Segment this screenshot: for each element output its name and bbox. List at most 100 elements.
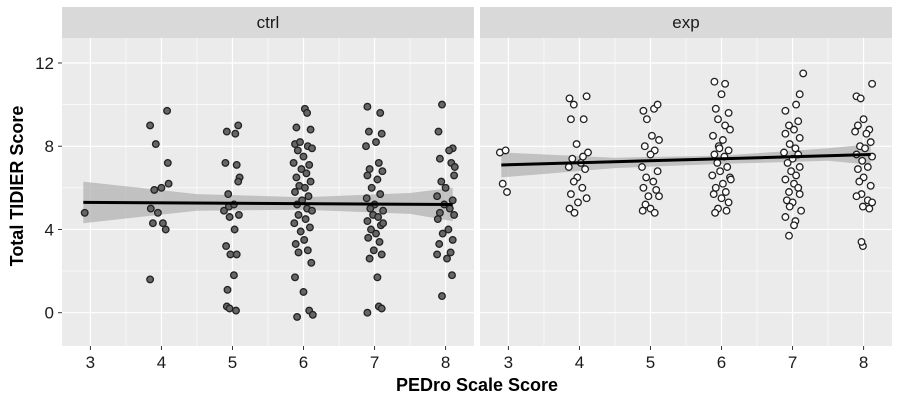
- data-point: [297, 165, 306, 174]
- data-point: [503, 188, 511, 196]
- data-point: [791, 144, 800, 153]
- data-point: [853, 165, 862, 174]
- data-point: [305, 160, 314, 169]
- data-point: [231, 129, 240, 138]
- data-point: [647, 131, 656, 140]
- data-point: [222, 242, 231, 251]
- data-point: [364, 127, 373, 136]
- y-tick-label: 4: [45, 220, 54, 239]
- data-point: [441, 183, 450, 192]
- data-point: [299, 152, 308, 161]
- data-point: [301, 215, 310, 224]
- data-point: [726, 175, 735, 184]
- data-point: [716, 167, 725, 176]
- data-point: [572, 140, 581, 149]
- data-point: [857, 237, 866, 246]
- data-point: [785, 188, 793, 196]
- data-point: [377, 304, 386, 313]
- data-point: [362, 194, 371, 203]
- data-point: [223, 285, 232, 294]
- data-point: [377, 250, 386, 259]
- data-point: [644, 192, 653, 201]
- data-point: [726, 125, 734, 134]
- data-point: [158, 219, 167, 228]
- data-point: [655, 192, 663, 201]
- data-point: [363, 217, 372, 226]
- data-point: [433, 192, 442, 201]
- data-point: [230, 225, 239, 234]
- data-point: [718, 136, 727, 144]
- data-point: [377, 129, 386, 138]
- data-point: [438, 100, 446, 109]
- data-point: [450, 171, 459, 180]
- data-point: [853, 121, 862, 130]
- data-point: [150, 185, 159, 194]
- data-point: [565, 204, 574, 213]
- data-point: [724, 108, 733, 117]
- data-point: [376, 190, 385, 199]
- data-point: [232, 160, 241, 169]
- data-point: [291, 273, 299, 282]
- x-tick-label: 8: [441, 353, 450, 372]
- data-point: [292, 173, 301, 182]
- data-point: [305, 223, 314, 232]
- data-point: [783, 158, 792, 167]
- x-tick-label: 3: [86, 353, 95, 372]
- data-point: [365, 165, 374, 174]
- data-point: [868, 198, 877, 207]
- data-point: [306, 177, 315, 186]
- data-point: [642, 173, 651, 182]
- data-point: [291, 240, 300, 248]
- data-point: [785, 231, 793, 240]
- data-point: [640, 142, 649, 151]
- data-point: [226, 250, 235, 259]
- data-point: [866, 138, 875, 147]
- data-point: [718, 179, 727, 188]
- x-axis-title: PEDro Scale Score: [396, 375, 558, 395]
- data-point: [708, 171, 717, 180]
- facet-strip-exp: [480, 7, 892, 38]
- data-point: [308, 144, 316, 153]
- data-point: [225, 304, 234, 313]
- regression-line: [83, 200, 453, 206]
- data-point: [717, 194, 726, 203]
- data-point: [781, 106, 790, 115]
- data-point: [785, 121, 793, 130]
- data-point: [299, 287, 308, 296]
- data-point: [307, 258, 316, 267]
- data-point: [582, 194, 591, 203]
- data-point: [574, 198, 582, 207]
- data-point: [303, 246, 312, 255]
- data-point: [146, 204, 155, 213]
- data-point: [653, 100, 662, 109]
- data-point: [444, 225, 453, 234]
- data-point: [435, 208, 444, 217]
- data-point: [308, 310, 317, 319]
- data-point: [855, 177, 864, 186]
- data-point: [785, 140, 794, 149]
- data-point: [291, 188, 299, 196]
- x-tick-label: 3: [504, 353, 513, 372]
- data-point: [306, 125, 315, 134]
- data-point: [302, 169, 311, 178]
- data-point: [367, 225, 375, 234]
- data-point: [856, 94, 865, 103]
- regression-line: [501, 153, 871, 167]
- data-point: [146, 275, 155, 284]
- data-point: [379, 219, 388, 228]
- y-tick-label: 12: [35, 54, 54, 73]
- data-point: [794, 183, 803, 192]
- data-point: [711, 183, 720, 192]
- data-point: [792, 100, 801, 109]
- data-point: [146, 121, 155, 130]
- data-point: [300, 235, 309, 244]
- data-point: [234, 210, 243, 219]
- x-tick-label: 4: [157, 353, 166, 372]
- data-point: [294, 248, 303, 257]
- data-point: [795, 163, 804, 171]
- data-point: [649, 177, 658, 186]
- data-point: [564, 163, 573, 171]
- data-point: [710, 150, 719, 159]
- data-point: [799, 69, 808, 78]
- data-point: [787, 167, 796, 176]
